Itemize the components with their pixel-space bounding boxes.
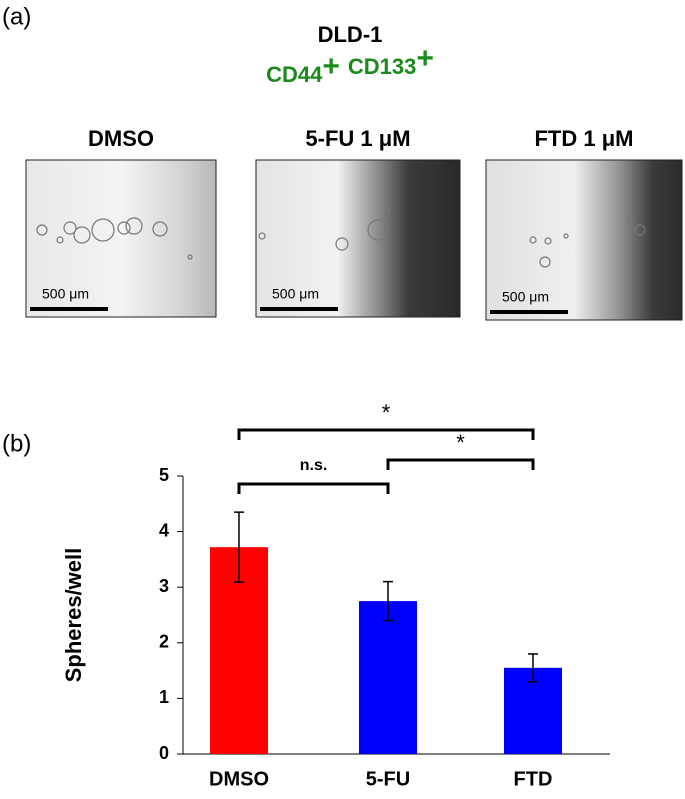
significance-label: n.s.: [300, 457, 328, 474]
x-tick-label: 5-FU: [366, 768, 410, 790]
sphere: [539, 256, 551, 268]
scale-bar: [260, 307, 338, 311]
scale-bar: [490, 310, 568, 314]
sphere: [258, 232, 266, 240]
sphere: [91, 218, 115, 242]
significance-bracket: [237, 482, 390, 494]
significance-label: *: [382, 400, 391, 425]
y-tick-label: 5: [159, 465, 169, 485]
marker-name: CD133: [348, 54, 416, 79]
significance-bracket: [386, 458, 535, 470]
image-label: DMSO: [88, 126, 154, 151]
marker-sign: +: [416, 42, 434, 75]
marker-line: CD44+ CD133+: [266, 42, 434, 87]
sphere: [56, 236, 64, 244]
sphere: [152, 221, 168, 237]
significance-bracket: [237, 428, 535, 440]
marker-name: CD44: [266, 62, 323, 87]
bar: [359, 601, 417, 754]
y-axis-label: Spheres/well: [61, 548, 86, 683]
sphere: [529, 236, 537, 244]
y-tick-label: 4: [159, 520, 169, 540]
sphere: [36, 224, 48, 236]
y-tick-label: 3: [159, 576, 169, 596]
scale-bar-label: 500 μm: [42, 286, 89, 302]
significance-label: *: [456, 430, 465, 455]
sphere: [117, 221, 131, 235]
sphere: [385, 207, 391, 213]
y-tick-label: 2: [159, 632, 169, 652]
panel-label: (b): [2, 430, 31, 457]
sphere: [563, 233, 569, 239]
sphere: [627, 217, 633, 223]
sphere: [187, 254, 193, 260]
sphere: [125, 217, 143, 235]
scale-bar: [30, 307, 108, 311]
y-tick-label: 1: [159, 687, 169, 707]
image-label: FTD 1 μM: [534, 126, 633, 151]
x-tick-label: FTD: [514, 768, 553, 790]
y-tick-label: 0: [159, 743, 169, 763]
micrograph: [485, 159, 683, 321]
sphere: [544, 237, 552, 245]
scale-bar-label: 500 μm: [272, 286, 319, 302]
sphere: [367, 219, 389, 241]
scale-bar-label: 500 μm: [502, 289, 549, 305]
sphere: [634, 224, 646, 236]
panel-label: (a): [2, 3, 31, 30]
micrograph: [255, 159, 461, 318]
sphere: [335, 237, 349, 251]
sphere: [63, 221, 77, 235]
x-tick-label: DMSO: [209, 768, 269, 790]
sphere: [73, 226, 91, 244]
title: DLD-1: [318, 22, 383, 47]
marker-sign: +: [322, 50, 340, 83]
image-label: 5-FU 1 μM: [305, 126, 410, 151]
